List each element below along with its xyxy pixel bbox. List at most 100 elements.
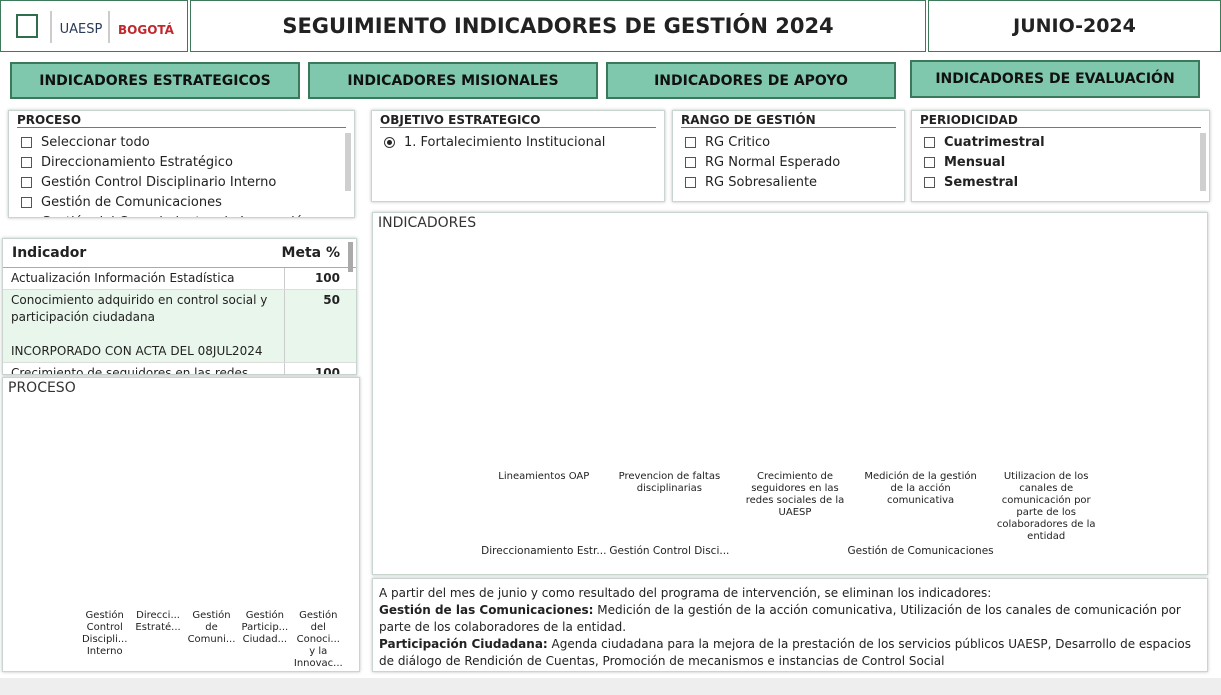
slicer: OBJETIVO ESTRATEGICO 1. Fortalecimiento I…	[371, 110, 665, 202]
scrollbar	[345, 133, 351, 191]
column-header: Indicador	[12, 245, 87, 261]
table-row: Crecimiento de seguidores en las redes s…	[3, 363, 356, 375]
nav-tab[interactable]: INDICADORES DE EVALUACIÓN	[910, 60, 1200, 98]
slicer-title: OBJETIVO ESTRATEGICO	[380, 111, 656, 128]
slicer-item[interactable]: Gestión Control Disciplinario Interno	[21, 172, 354, 192]
x-tick-label: Gestión Particip... Ciudad...	[241, 610, 289, 645]
chart-title: PROCESO	[8, 380, 76, 396]
logo: UAESP BOGOTÁ	[16, 11, 175, 43]
checkbox[interactable]	[685, 176, 696, 188]
group-label: Gestión de Comunicaciones	[847, 545, 994, 557]
group-label: Gestión Control Disci...	[609, 545, 730, 557]
slicer-item-label: RG Sobresaliente	[705, 174, 818, 190]
checkbox[interactable]	[924, 136, 935, 148]
slicer-item[interactable]: Gestión del Conocimiento y la Innovación	[21, 212, 354, 218]
checkbox[interactable]	[685, 136, 696, 148]
period: JUNIO-2024	[928, 0, 1221, 52]
scrollbar	[348, 242, 353, 272]
slicer-item-label: Gestión Control Disciplinario Interno	[41, 174, 277, 190]
slicer-item[interactable]: Gestión de Comunicaciones	[21, 192, 354, 212]
x-tick-label: Gestión de Comuni...	[187, 610, 236, 645]
checkbox[interactable]	[21, 176, 32, 188]
slicer-item[interactable]: RG Normal Esperado	[685, 152, 904, 172]
note-item: Gestión de las Comunicaciones: Medición …	[379, 602, 1201, 636]
x-tick-label: Utilizacion de los canales de comunicaci…	[996, 471, 1096, 542]
x-tick-label: Direcci... Estraté...	[135, 610, 181, 633]
slicer-item-label: Mensual	[944, 154, 1006, 170]
slicer-item[interactable]: Cuatrimestral	[924, 132, 1209, 152]
slicer-title: RANGO DE GESTIÓN	[681, 111, 896, 128]
slicer-item-label: Semestral	[944, 174, 1019, 190]
x-tick-label: Prevencion de faltas disciplinarias	[618, 471, 721, 494]
slicer-item-label: 1. Fortalecimiento Institucional	[404, 134, 606, 150]
x-tick-label: Gestión Control Discipli... Interno	[81, 610, 128, 657]
x-tick-label: Crecimiento de seguidores en las redes s…	[745, 471, 845, 518]
slicer: RANGO DE GESTIÓN RG Critico RG Normal Espe…	[672, 110, 905, 202]
meta-table: Indicador Meta % Actualización Información…	[2, 238, 357, 375]
checkbox[interactable]	[21, 196, 32, 208]
logo-city: BOGOTÁ	[118, 22, 175, 37]
slicer-item-label: RG Normal Esperado	[705, 154, 841, 170]
nav-tab[interactable]: INDICADORES DE APOYO	[606, 62, 896, 99]
indicador-cell: Crecimiento de seguidores en las redes s…	[3, 363, 285, 375]
group-label: Direccionamiento Estr...	[481, 545, 607, 557]
meta: 100	[314, 271, 340, 285]
footer-bar	[0, 678, 1221, 695]
slicer-title: PROCESO	[17, 111, 346, 128]
note-text: Medición de la gestión de la acción comu…	[379, 603, 1181, 634]
title: SEGUIMIENTO INDICADORES DE GESTIÓN 2024	[190, 0, 926, 52]
indicador: Crecimiento de seguidores en las redes s…	[11, 366, 249, 375]
slicer-title: PERIODICIDAD	[920, 111, 1201, 128]
logo-text: UAESP	[60, 22, 103, 37]
slicer: PROCESO Seleccionar todo Direccionamiento …	[8, 110, 355, 218]
logo-box: UAESP BOGOTÁ	[0, 0, 188, 52]
slicer-item[interactable]: Mensual	[924, 152, 1209, 172]
checkbox[interactable]	[21, 136, 32, 148]
slicer-item[interactable]: Seleccionar todo	[21, 132, 354, 152]
note-intro: A partir del mes de junio y como resulta…	[379, 586, 992, 600]
meta: 50	[323, 293, 340, 307]
table-header: Indicador Meta %	[3, 239, 356, 268]
table-row: Conocimiento adquirido en control social…	[3, 290, 356, 363]
radio[interactable]	[384, 136, 395, 148]
proceso-chart: PROCESO0 %50 %100 %Promedio de Total100 …	[2, 377, 360, 672]
nav-tab[interactable]: INDICADORES ESTRATEGICOS	[10, 62, 300, 99]
meta: 100	[314, 366, 340, 375]
slicer-item-label: Gestión de Comunicaciones	[41, 194, 222, 210]
nav-tab[interactable]: INDICADORES MISIONALES	[308, 62, 598, 99]
slicer-item[interactable]: Direccionamiento Estratégico	[21, 152, 354, 172]
indicador-note: INCORPORADO CON ACTA DEL 08JUL2024	[11, 344, 263, 358]
indicador: Actualización Información Estadística	[11, 271, 235, 285]
column-header: Meta %	[281, 245, 340, 261]
slicer-item[interactable]: 1. Fortalecimiento Institucional	[384, 132, 664, 152]
slicer-item[interactable]: RG Sobresaliente	[685, 172, 904, 192]
emblem	[16, 14, 38, 38]
slicer-item[interactable]: Semestral	[924, 172, 1209, 192]
indicador-cell: Conocimiento adquirido en control social…	[3, 290, 285, 362]
indicador: Conocimiento adquirido en control social…	[11, 293, 268, 324]
chart-title: INDICADORES	[378, 215, 477, 231]
checkbox[interactable]	[924, 176, 935, 188]
slicer-item[interactable]: RG Critico	[685, 132, 904, 152]
checkbox[interactable]	[21, 156, 32, 168]
slicer-item-label: Cuatrimestral	[944, 134, 1045, 150]
indicador-cell: Actualización Información Estadística	[3, 268, 285, 289]
slicer: PERIODICIDAD Cuatrimestral Mensual Semestra…	[911, 110, 1210, 202]
note-text: Agenda ciudadana para la mejora de la pr…	[379, 637, 1192, 668]
indicadores-chart: INDICADORES0 %50 %100 %Promedio de Total…	[372, 212, 1208, 575]
note-label: Gestión de las Comunicaciones:	[379, 603, 594, 617]
note-label: Participación Ciudadana:	[379, 637, 548, 651]
slicer-item-label: Direccionamiento Estratégico	[41, 154, 233, 170]
checkbox[interactable]	[21, 216, 32, 217]
checkbox[interactable]	[685, 156, 696, 168]
slicer-item-label: Gestión del Conocimiento y la Innovación	[41, 215, 311, 218]
x-tick-label: Lineamientos OAP	[498, 471, 590, 482]
note-item: Participación Ciudadana: Agenda ciudadan…	[379, 636, 1201, 670]
checkbox[interactable]	[924, 156, 935, 168]
slicer-item-label: Seleccionar todo	[41, 134, 150, 150]
x-tick-label: Gestión del Conoci... y la Innovac...	[293, 610, 343, 669]
slicer-item-label: RG Critico	[705, 134, 771, 150]
note: A partir del mes de junio y como resulta…	[372, 578, 1208, 672]
scrollbar	[1200, 133, 1206, 191]
